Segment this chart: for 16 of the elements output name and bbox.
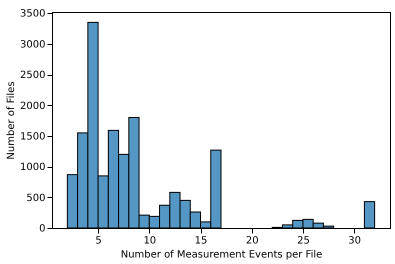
x-tick-label: 10 [143,236,156,246]
x-tick-label: 5 [95,236,102,246]
y-tick-label: 1500 [20,131,46,142]
y-tick-label: 0 [39,224,46,234]
y-tick-label: 1000 [20,162,46,174]
y-axis-title: Number of Files [6,81,18,160]
x-tick-label: 25 [297,236,310,246]
y-tick-label: 2000 [20,100,46,112]
y-tick-label: 500 [26,192,46,204]
x-tick-label: 20 [246,236,259,246]
x-tick-label: 30 [348,236,362,246]
x-tick-label: 15 [194,236,208,246]
y-tick-label: 3500 [20,8,46,20]
y-tick-label: 2500 [20,70,46,82]
y-tick-label: 3000 [20,39,46,50]
x-axis-title: Number of Measurement Events per File [120,250,322,260]
